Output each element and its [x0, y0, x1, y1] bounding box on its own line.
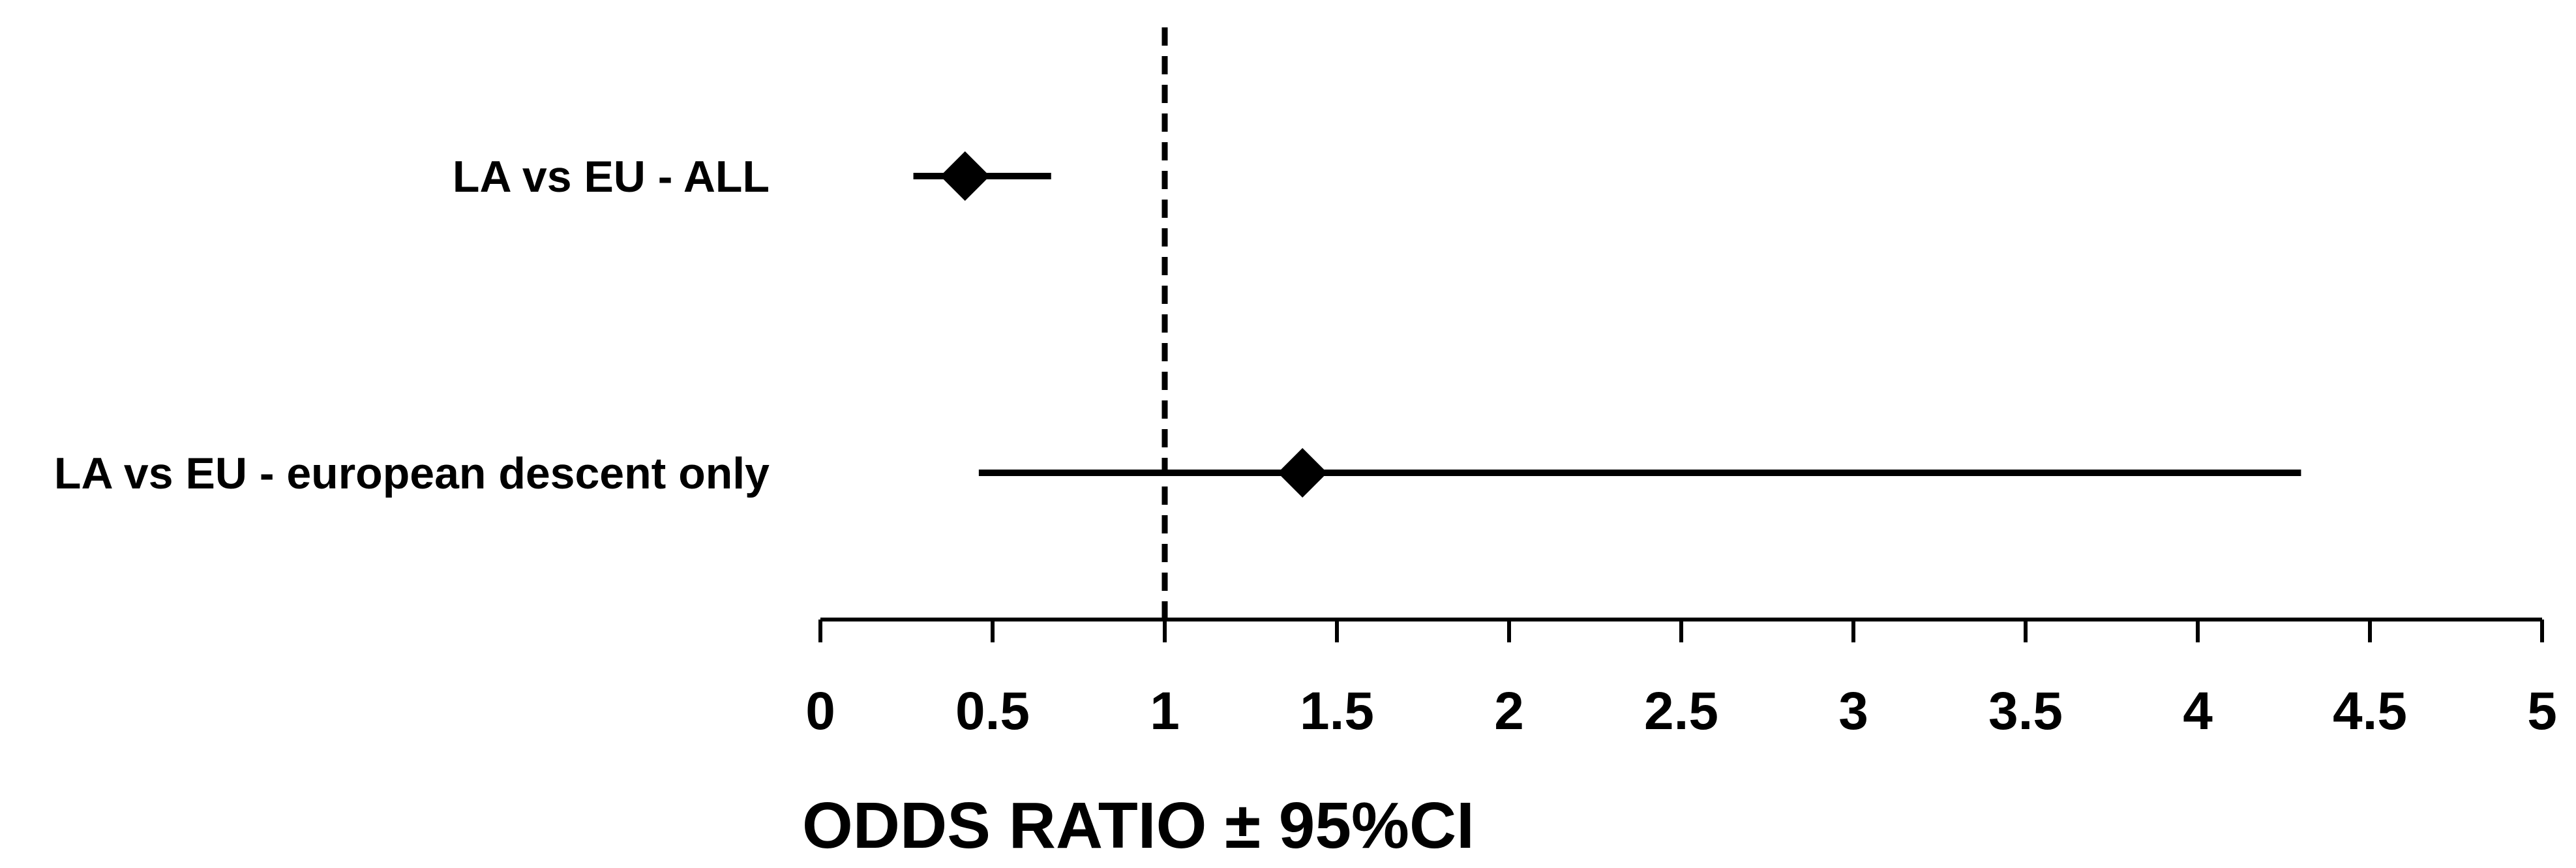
row-label-0: LA vs EU - ALL — [453, 152, 770, 202]
estimate-diamond-0 — [940, 151, 990, 201]
estimate-rows: LA vs EU - ALL LA vs EU - european descen… — [54, 151, 2301, 498]
x-tick-label-8: 4 — [2183, 681, 2213, 741]
row-label-1: LA vs EU - european descent only — [54, 449, 770, 498]
x-tick-label-1: 0.5 — [955, 681, 1030, 741]
x-axis-title: ODDS RATIO ± 95%CI — [802, 789, 1475, 862]
x-tick-label-9: 4.5 — [2333, 681, 2407, 741]
x-tick-label-6: 3 — [1838, 681, 1868, 741]
x-tick-label-7: 3.5 — [1988, 681, 2063, 741]
x-tick-label-0: 0 — [805, 681, 835, 741]
x-tick-label-5: 2.5 — [1644, 681, 1718, 741]
x-axis: 0 0.5 1 1.5 2 2.5 3 3.5 4 4.5 5 — [805, 618, 2557, 741]
x-tick-label-3: 1.5 — [1300, 681, 1374, 741]
x-tick-label-4: 2 — [1494, 681, 1524, 741]
x-tick-label-2: 1 — [1150, 681, 1180, 741]
x-tick-label-10: 5 — [2527, 681, 2557, 741]
estimate-diamond-1 — [1278, 448, 1328, 498]
